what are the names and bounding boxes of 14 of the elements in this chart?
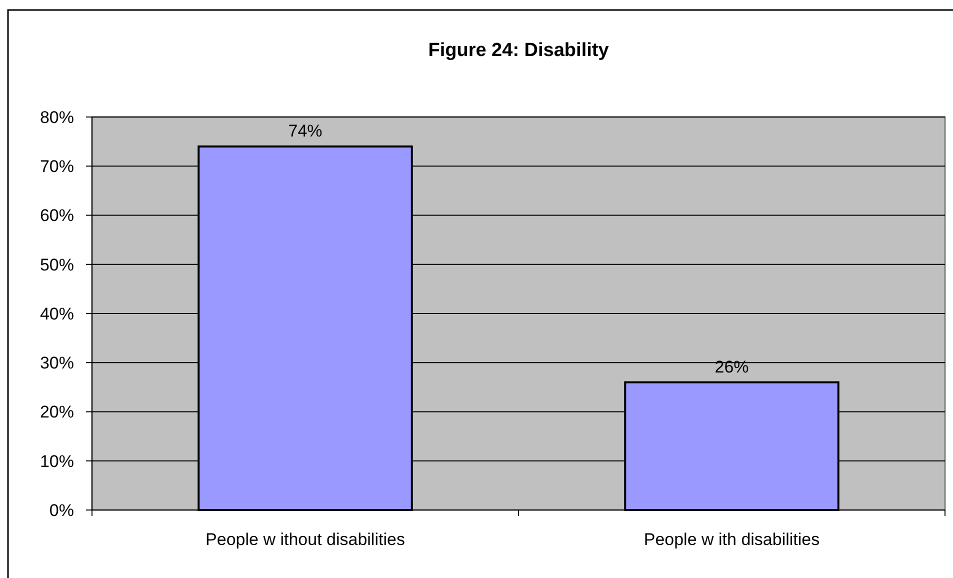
y-tick-label: 10% (40, 452, 74, 471)
chart-title: Figure 24: Disability (428, 40, 610, 61)
y-tick-label: 20% (40, 402, 74, 422)
x-tick-label: People w ithout disabilities (206, 530, 405, 549)
y-tick-label: 60% (40, 206, 74, 226)
data-label: 74% (288, 121, 322, 140)
data-label: 26% (714, 357, 749, 376)
x-tick-label: People w ith disabilities (644, 530, 820, 549)
y-tick-label: 80% (40, 108, 74, 127)
y-tick-label: 30% (40, 354, 74, 373)
y-tick-label: 40% (40, 304, 74, 324)
y-tick-label: 70% (40, 157, 74, 176)
y-tick-label: 0% (49, 500, 74, 520)
y-tick-label: 50% (40, 255, 74, 274)
